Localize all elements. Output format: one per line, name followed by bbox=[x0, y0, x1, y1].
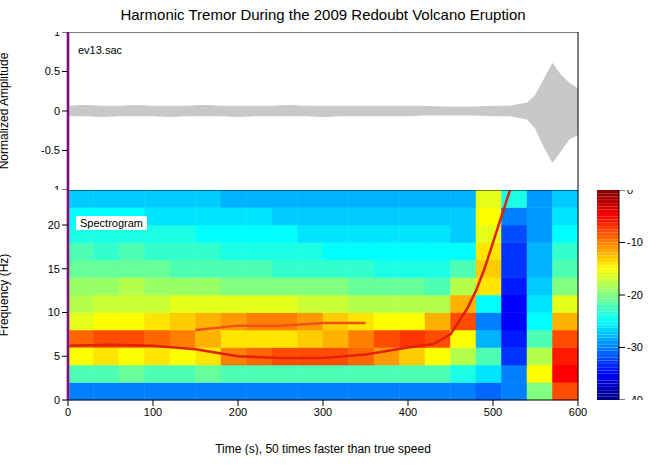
svg-text:600: 600 bbox=[569, 406, 587, 418]
svg-text:-1: -1 bbox=[50, 184, 60, 190]
svg-text:-40: -40 bbox=[627, 394, 643, 400]
svg-text:0: 0 bbox=[65, 406, 71, 418]
html-text:Spectrogram: Spectrogram bbox=[80, 217, 143, 229]
svg-text:15: 15 bbox=[48, 263, 60, 275]
svg-text:10: 10 bbox=[48, 306, 60, 318]
svg-text:Frequency (Hz): Frequency (Hz) bbox=[0, 254, 11, 337]
svg-text:400: 400 bbox=[399, 406, 417, 418]
svg-text:0: 0 bbox=[627, 190, 633, 196]
svg-text:0.5: 0.5 bbox=[45, 65, 60, 77]
svg-text:1: 1 bbox=[54, 32, 60, 38]
svg-text:5: 5 bbox=[54, 350, 60, 362]
svg-text:-10: -10 bbox=[627, 236, 643, 248]
svg-text:Normalized Amplitude: Normalized Amplitude bbox=[0, 52, 11, 169]
html-text:ev13.sac: ev13.sac bbox=[78, 44, 122, 56]
svg-text:0: 0 bbox=[54, 394, 60, 406]
svg-text:100: 100 bbox=[144, 406, 162, 418]
svg-text:0: 0 bbox=[54, 105, 60, 117]
svg-text:200: 200 bbox=[229, 406, 247, 418]
svg-text:500: 500 bbox=[484, 406, 502, 418]
svg-text:20: 20 bbox=[48, 219, 60, 231]
svg-text:Time (s), 50 times faster than: Time (s), 50 times faster than true spee… bbox=[215, 442, 431, 455]
svg-text:300: 300 bbox=[314, 406, 332, 418]
svg-text:-20: -20 bbox=[627, 289, 643, 301]
svg-text:-30: -30 bbox=[627, 341, 643, 353]
svg-text:-0.5: -0.5 bbox=[41, 144, 60, 156]
html-text:Harmonic Tremor During the 200: Harmonic Tremor During the 2009 Redoubt … bbox=[120, 6, 526, 23]
